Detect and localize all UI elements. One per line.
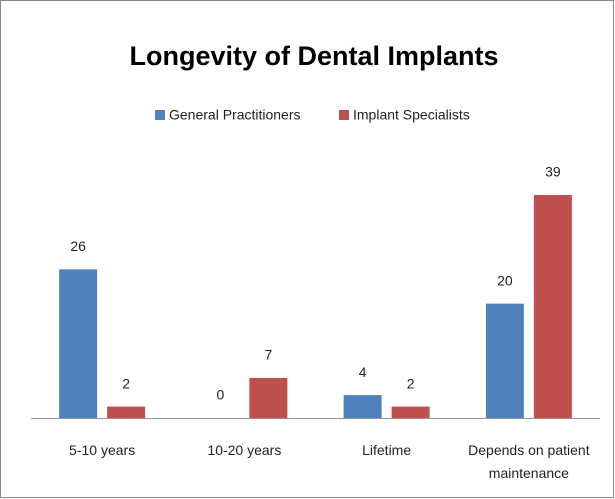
chart-title: Longevity of Dental Implants: [129, 41, 498, 71]
data-label: 7: [264, 347, 272, 363]
data-label: 4: [359, 364, 367, 380]
x-tick-label: 5-10 years: [69, 442, 136, 458]
legend-label: Implant Specialists: [353, 107, 470, 123]
x-tick-label: Lifetime: [362, 442, 412, 458]
legend-label: General Practitioners: [169, 107, 301, 123]
bar: [485, 303, 524, 418]
bar: [533, 195, 572, 418]
bar: [249, 377, 288, 418]
x-tick-label: 10-20 years: [207, 442, 282, 458]
bar: [107, 406, 146, 418]
data-label: 0: [216, 387, 224, 403]
legend-swatch: [339, 110, 349, 120]
bar: [343, 395, 382, 418]
x-tick-label: Depends on patient maintenance: [468, 442, 590, 481]
data-label: 2: [122, 375, 130, 391]
bar: [59, 269, 98, 418]
data-label: 2: [407, 375, 415, 391]
bar: [391, 406, 430, 418]
data-label: 26: [70, 238, 86, 254]
data-label: 39: [545, 164, 561, 180]
legend-swatch: [155, 110, 165, 120]
data-label: 20: [497, 272, 513, 288]
